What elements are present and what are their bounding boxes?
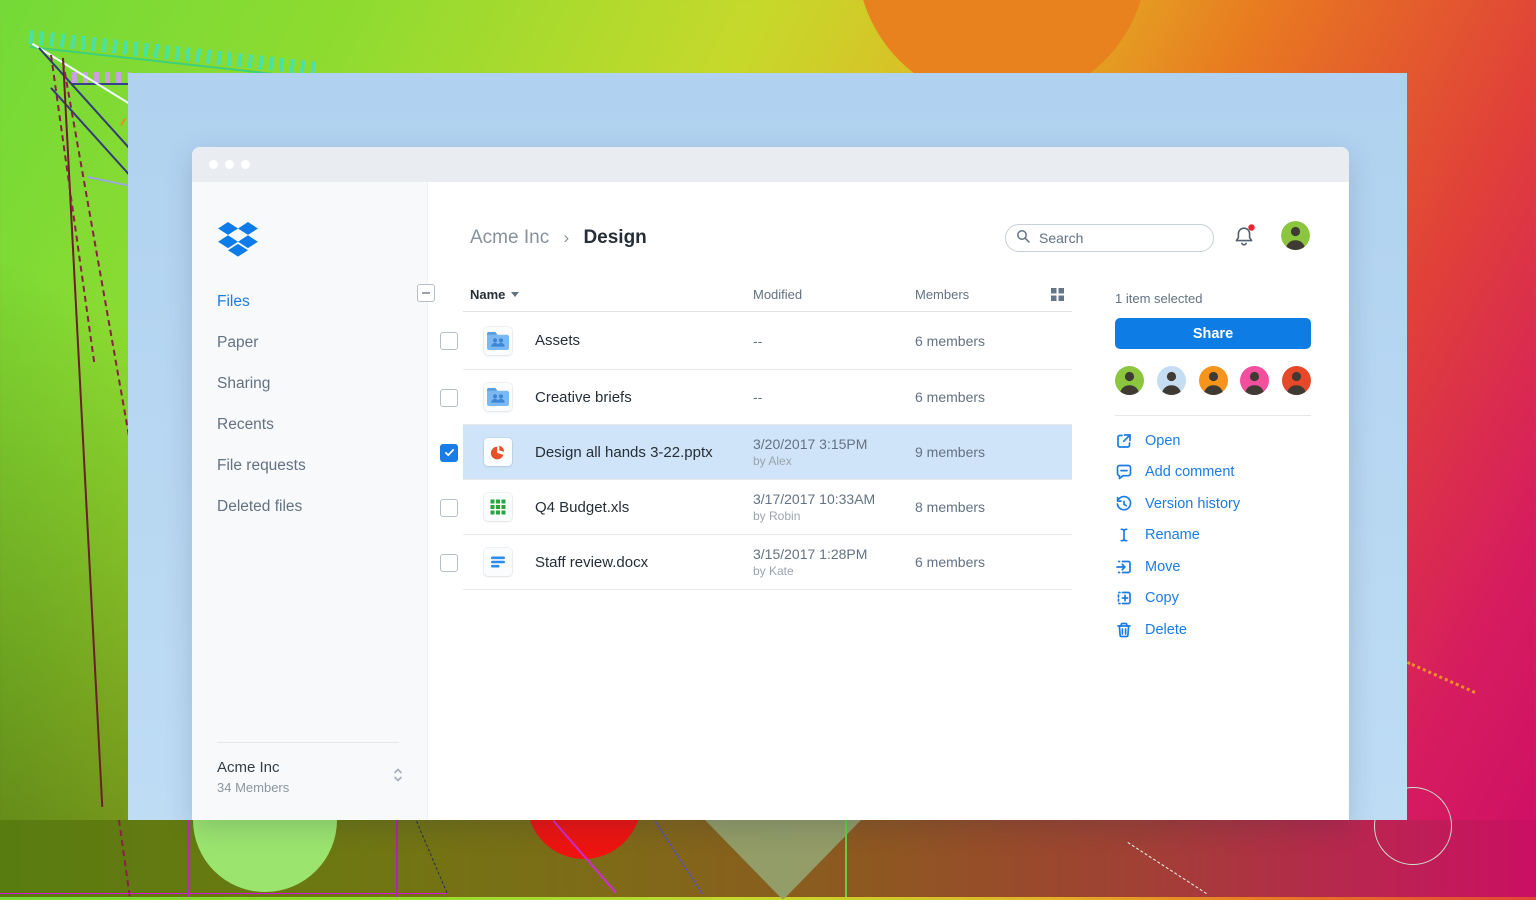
member-avatar-row — [1115, 366, 1311, 395]
breadcrumb-separator: › — [563, 228, 570, 247]
file-modified: 3/17/2017 10:33AM by Robin — [753, 491, 876, 523]
shared-folder-icon — [484, 326, 512, 355]
search-icon — [1016, 229, 1030, 248]
dropbox-logo-icon[interactable] — [217, 222, 427, 265]
breadcrumb-current: Design — [583, 227, 647, 248]
traffic-light-dot[interactable] — [241, 160, 250, 169]
file-row[interactable]: Q4 Budget.xls 3/17/2017 10:33AM by Robin … — [440, 480, 1072, 535]
search-box[interactable] — [1005, 224, 1214, 252]
file-modified: 3/15/2017 1:28PM by Kate — [753, 546, 868, 578]
sidebar-nav: Files Paper Sharing Recents File requests Del… — [192, 281, 427, 527]
decor-outline-circle — [1374, 787, 1452, 865]
sidebar-item-file-requests[interactable]: File requests — [217, 456, 306, 474]
action-version-history[interactable]: Version history — [1115, 488, 1311, 520]
file-table: Name Modified Members Assets -- 6 — [417, 281, 1072, 590]
file-members: 6 members — [915, 332, 986, 349]
chevron-up-down-icon[interactable] — [393, 767, 403, 788]
column-header-members[interactable]: Members — [915, 287, 970, 302]
breadcrumb-parent[interactable]: Acme Inc — [470, 227, 550, 248]
action-move[interactable]: Move — [1115, 551, 1311, 583]
member-avatar[interactable] — [1240, 366, 1270, 395]
file-row[interactable]: Design all hands 3-22.pptx 3/20/2017 3:1… — [440, 425, 1072, 480]
file-row[interactable]: Assets -- 6 members — [440, 312, 1072, 370]
file-modified: 3/20/2017 3:15PM by Alex — [753, 436, 868, 468]
unread-indicator — [1248, 224, 1255, 231]
column-header-name[interactable]: Name — [470, 287, 520, 302]
row-checkbox[interactable] — [440, 498, 458, 517]
column-header-modified[interactable]: Modified — [753, 287, 803, 302]
shared-folder-icon — [484, 383, 512, 411]
file-row[interactable]: Staff review.docx 3/15/2017 1:28PM by Kat… — [440, 535, 1072, 590]
divider — [1115, 415, 1311, 416]
file-name: Assets — [535, 332, 581, 349]
window-titlebar — [192, 147, 1349, 182]
file-row[interactable]: Creative briefs -- 6 members — [440, 370, 1072, 425]
traffic-light-dot[interactable] — [225, 160, 234, 169]
file-modified: -- — [753, 389, 763, 405]
sort-descending-icon — [511, 292, 520, 297]
file-name: Q4 Budget.xls — [535, 498, 630, 516]
member-avatar[interactable] — [1282, 366, 1311, 395]
file-modified: -- — [753, 332, 763, 349]
table-header: Name Modified Members — [463, 281, 1072, 312]
comment-icon — [1115, 463, 1133, 481]
file-actions: Open Add comment Version history Rename … — [1115, 425, 1311, 646]
sidebar-item-recents[interactable]: Recents — [217, 415, 274, 433]
team-selector[interactable]: Acme Inc 34 Members — [217, 742, 402, 795]
move-icon — [1115, 558, 1133, 576]
row-checkbox[interactable] — [440, 332, 458, 350]
history-icon — [1115, 495, 1133, 513]
member-avatar[interactable] — [1156, 366, 1186, 395]
decor-magenta-line — [396, 820, 398, 897]
decor-sage-triangle — [705, 820, 861, 900]
sidebar: Files Paper Sharing Recents File requests Del… — [192, 182, 428, 820]
file-members: 8 members — [915, 499, 986, 515]
rename-icon — [1115, 526, 1133, 544]
sidebar-item-paper[interactable]: Paper — [217, 333, 259, 351]
trash-icon — [1115, 621, 1133, 639]
powerpoint-icon — [484, 438, 512, 466]
row-checkbox[interactable] — [440, 443, 458, 462]
copy-icon — [1115, 589, 1133, 607]
search-input[interactable] — [1037, 229, 1191, 247]
member-avatar[interactable] — [1115, 366, 1144, 395]
file-members: 6 members — [915, 554, 986, 570]
notification-bell-icon[interactable] — [1232, 223, 1258, 256]
action-add-comment[interactable]: Add comment — [1115, 457, 1311, 489]
grid-view-icon[interactable] — [1050, 287, 1065, 307]
detail-panel: 1 item selected Share Open Add comment V… — [1115, 291, 1311, 646]
sidebar-item-deleted-files[interactable]: Deleted files — [217, 497, 303, 515]
decor-magenta-line — [187, 820, 189, 897]
select-all-checkbox[interactable] — [417, 284, 435, 302]
row-checkbox[interactable] — [440, 553, 458, 572]
sidebar-item-files[interactable]: Files — [217, 292, 250, 310]
team-member-count: 34 Members — [217, 780, 290, 795]
action-open[interactable]: Open — [1115, 425, 1311, 457]
action-copy[interactable]: Copy — [1115, 583, 1311, 615]
decor-magenta-line — [0, 893, 448, 895]
share-button[interactable]: Share — [1115, 318, 1311, 349]
app-window: Files Paper Sharing Recents File requests Del… — [192, 147, 1349, 820]
action-rename[interactable]: Rename — [1115, 520, 1311, 552]
team-name: Acme Inc — [217, 759, 280, 776]
row-checkbox[interactable] — [440, 388, 458, 407]
member-avatar[interactable] — [1198, 366, 1228, 395]
action-delete[interactable]: Delete — [1115, 614, 1311, 646]
file-name: Design all hands 3-22.pptx — [535, 443, 713, 461]
main-content: Acme Inc › Design — [417, 182, 1349, 820]
document-icon — [484, 548, 512, 576]
file-name: Creative briefs — [535, 388, 632, 406]
decor-green-line — [845, 820, 847, 897]
file-name: Staff review.docx — [535, 553, 649, 571]
file-members: 6 members — [915, 389, 986, 405]
spreadsheet-icon — [484, 493, 512, 521]
sidebar-item-sharing[interactable]: Sharing — [217, 374, 271, 392]
traffic-light-dot[interactable] — [209, 160, 218, 169]
selection-status: 1 item selected — [1115, 291, 1203, 306]
user-avatar[interactable] — [1281, 221, 1310, 250]
file-members: 9 members — [915, 444, 986, 460]
breadcrumb: Acme Inc › Design — [470, 227, 647, 249]
open-icon — [1115, 432, 1133, 450]
